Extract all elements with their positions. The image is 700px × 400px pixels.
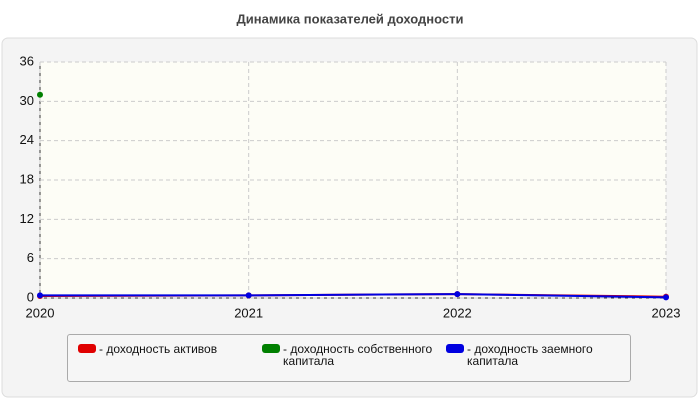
data-point bbox=[245, 292, 252, 299]
y-tick-label: 0 bbox=[27, 289, 34, 304]
data-point bbox=[37, 91, 43, 98]
data-point bbox=[663, 294, 669, 301]
legend-swatch bbox=[262, 344, 280, 353]
legend-label: - доходность собственного капитала bbox=[283, 342, 433, 368]
chart-title: Динамика показателей доходности bbox=[236, 11, 463, 26]
y-tick-label: 18 bbox=[20, 171, 34, 186]
legend-label: - доходность заемного капитала bbox=[467, 342, 593, 368]
x-tick-label: 2021 bbox=[234, 305, 263, 320]
legend: - доходность активов - доходность собстве… bbox=[67, 334, 631, 382]
x-tick-label: 2022 bbox=[443, 305, 472, 320]
legend-item: - доходность собственного капитала bbox=[262, 343, 437, 367]
y-tick-label: 6 bbox=[27, 250, 34, 265]
series-line bbox=[40, 293, 667, 299]
x-tick-label: 2020 bbox=[26, 305, 55, 320]
y-tick-label: 12 bbox=[20, 211, 34, 226]
legend-swatch bbox=[78, 344, 96, 353]
y-tick-label: 36 bbox=[20, 53, 34, 68]
legend-item: - доходность заемного капитала bbox=[446, 343, 621, 367]
legend-label: - доходность активов bbox=[99, 342, 218, 356]
y-tick-label: 30 bbox=[20, 93, 34, 108]
data-point bbox=[37, 292, 43, 299]
legend-item: - доходность активов bbox=[78, 343, 253, 355]
y-tick-label: 24 bbox=[20, 132, 34, 147]
x-tick-label: 2023 bbox=[652, 305, 681, 320]
data-point bbox=[454, 291, 461, 298]
legend-swatch bbox=[446, 344, 464, 353]
